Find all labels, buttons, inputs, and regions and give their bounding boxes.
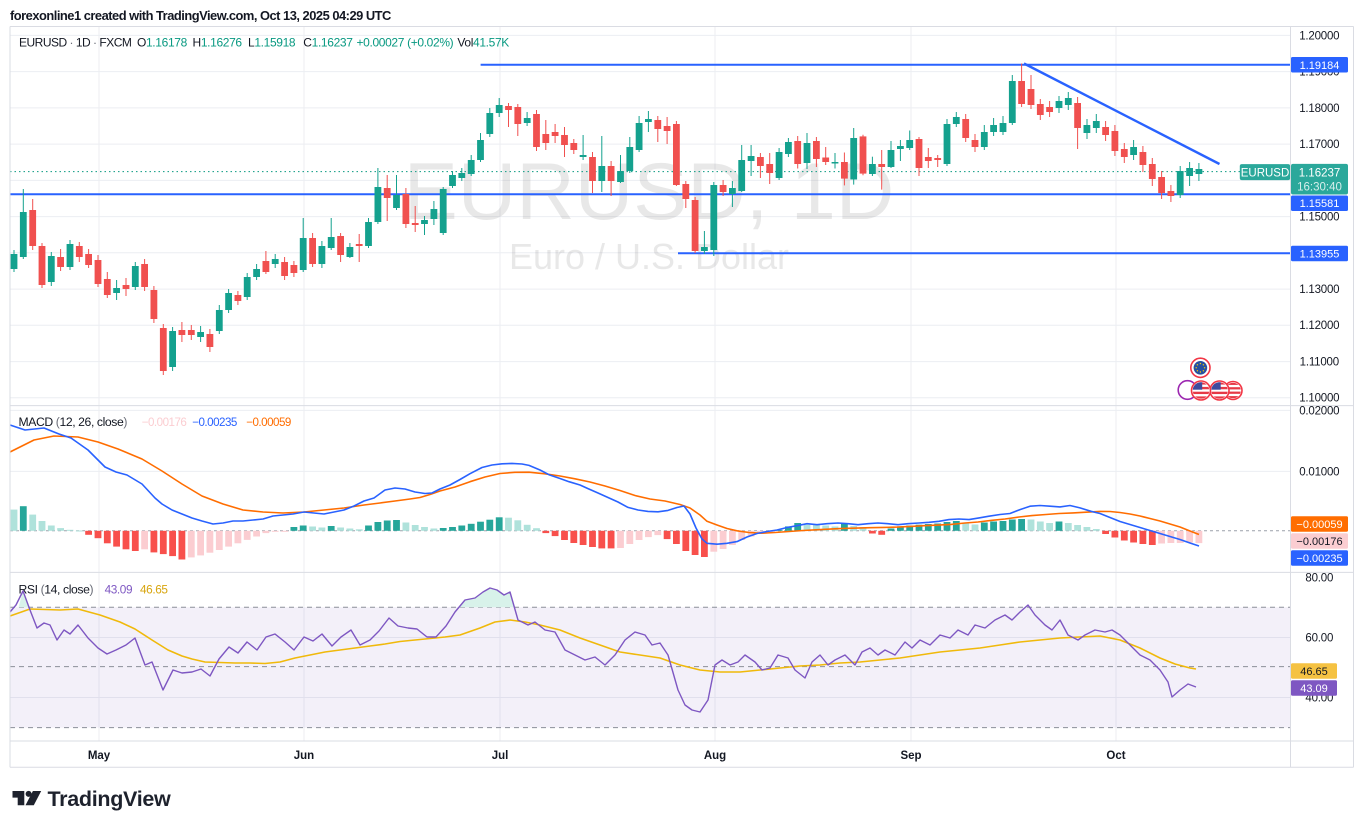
svg-text:May: May [88, 750, 111, 762]
svg-text:1.10000: 1.10000 [1299, 393, 1339, 405]
svg-text:EURUSD · 1D · FXCM: EURUSD · 1D · FXCM [19, 35, 132, 49]
svg-text:MACD (12, 26, close): MACD (12, 26, close) [19, 415, 128, 429]
svg-text:1.11000: 1.11000 [1300, 356, 1339, 368]
svg-text:0.01000: 0.01000 [1299, 466, 1339, 478]
svg-text:46.65: 46.65 [1300, 666, 1328, 678]
svg-text:L1.15918: L1.15918 [248, 35, 296, 49]
svg-text:1.13000: 1.13000 [1299, 284, 1339, 296]
svg-text:46.65: 46.65 [140, 582, 168, 596]
svg-text:60.00: 60.00 [1305, 633, 1333, 645]
svg-text:1.17000: 1.17000 [1299, 139, 1339, 151]
svg-text:1.12000: 1.12000 [1299, 320, 1339, 332]
svg-text:Jul: Jul [492, 750, 509, 762]
svg-text:−0.00059: −0.00059 [1296, 519, 1342, 531]
svg-text:0.02000: 0.02000 [1299, 405, 1339, 417]
svg-text:1.19184: 1.19184 [1300, 60, 1340, 72]
svg-text:1.13955: 1.13955 [1300, 249, 1340, 261]
svg-text:Aug: Aug [704, 750, 726, 762]
svg-text:16:30:40: 16:30:40 [1297, 182, 1342, 194]
svg-text:O1.16178: O1.16178 [137, 35, 188, 49]
svg-text:43.09: 43.09 [105, 582, 133, 596]
svg-text:−0.00176: −0.00176 [1296, 536, 1342, 548]
svg-text:EURUSD, 1D: EURUSD, 1D [404, 147, 895, 237]
svg-text:Jun: Jun [294, 750, 314, 762]
svg-text:RSI (14, close): RSI (14, close) [19, 582, 94, 596]
svg-text:+0.00027 (+0.02%): +0.00027 (+0.02%) [357, 35, 454, 49]
svg-text:80.00: 80.00 [1305, 573, 1333, 585]
svg-text:Euro / U.S. Dollar: Euro / U.S. Dollar [509, 236, 789, 277]
svg-text:−0.00176: −0.00176 [142, 416, 187, 429]
svg-text:EURUSD: EURUSD [1241, 167, 1290, 179]
svg-text:−0.00059: −0.00059 [246, 416, 291, 429]
svg-text:1.15581: 1.15581 [1300, 198, 1340, 210]
svg-text:−0.00235: −0.00235 [1296, 553, 1342, 565]
svg-text:Oct: Oct [1106, 750, 1125, 762]
svg-text:1.16237: 1.16237 [1299, 168, 1341, 180]
svg-text:1.18000: 1.18000 [1299, 103, 1339, 115]
svg-text:forexonline1 created with Trad: forexonline1 created with TradingView.co… [10, 8, 391, 23]
svg-text:C1.16237: C1.16237 [303, 35, 353, 49]
svg-text:H1.16276: H1.16276 [193, 35, 243, 49]
svg-text:−0.00235: −0.00235 [192, 416, 237, 429]
svg-text:TradingView: TradingView [48, 787, 172, 811]
svg-text:1.15000: 1.15000 [1299, 212, 1339, 224]
svg-text:Sep: Sep [900, 750, 921, 762]
svg-text:43.09: 43.09 [1300, 683, 1328, 695]
svg-text:1.20000: 1.20000 [1299, 30, 1339, 42]
svg-text:Vol41.57K: Vol41.57K [457, 35, 509, 49]
